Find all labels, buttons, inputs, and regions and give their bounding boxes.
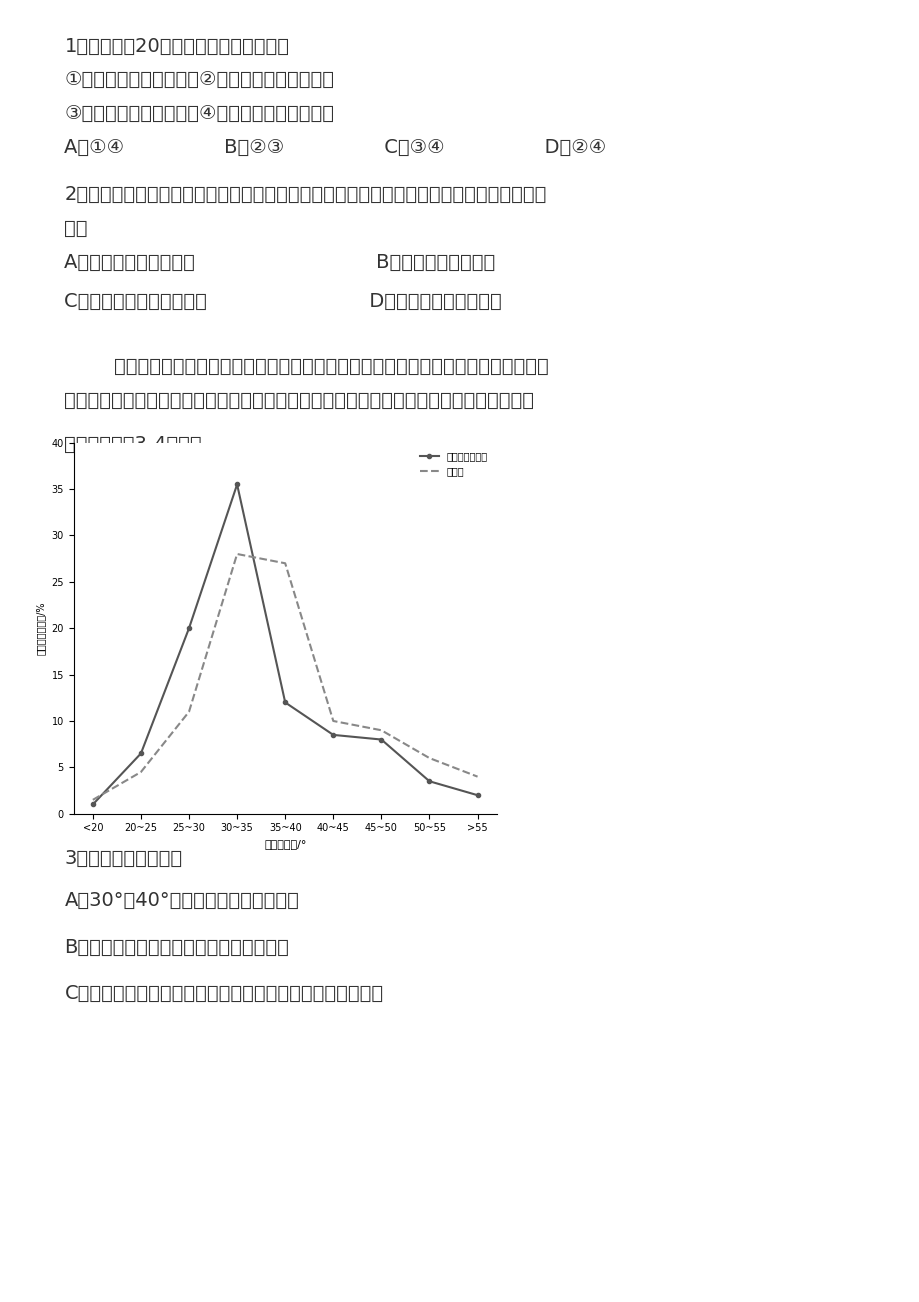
Text: ③沿途地区人员流动量大④降低沿途居民出行成本: ③沿途地区人员流动量大④降低沿途居民出行成本 [64, 104, 334, 124]
Text: A．30°－40°坡度范围内雪崩最易发生: A．30°－40°坡度范围内雪崩最易发生 [64, 891, 299, 910]
趋势线 [471, 768, 482, 784]
Text: 读图完成下面3-4小题。: 读图完成下面3-4小题。 [64, 435, 202, 454]
趋势线 [87, 792, 98, 807]
Text: 雪崩是指山坡积雪内聚力抵抗不了重力引力时快速下滑，引起大量雪体崩塌的现象。: 雪崩是指山坡积雪内聚力抵抗不了重力引力时快速下滑，引起大量雪体崩塌的现象。 [64, 357, 549, 376]
趋势线 [135, 764, 146, 780]
Text: 雪崩的严重性与多个因素有关，尤其重要的是坡度。下图为我国某地区雪崩与坡度关系图。: 雪崩的严重性与多个因素有关，尤其重要的是坡度。下图为我国某地区雪崩与坡度关系图。 [64, 391, 534, 410]
趋势线 [424, 750, 435, 766]
Line: 雪崩数目百分比: 雪崩数目百分比 [91, 482, 479, 806]
雪崩数目百分比 [471, 788, 482, 803]
Text: 3．从图像上可以看出: 3．从图像上可以看出 [64, 849, 182, 868]
趋势线 [183, 704, 194, 720]
Text: 2．小明常年往返于龙塘坝和攀枝花，发现沿途荒漠广布、植被稀少，造成这种景象的原因可: 2．小明常年往返于龙塘坝和攀枝花，发现沿途荒漠广布、植被稀少，造成这种景象的原因… [64, 185, 546, 204]
趋势线 [376, 723, 387, 738]
Text: 能是: 能是 [64, 219, 88, 238]
雪崩数目百分比 [232, 477, 243, 492]
雪崩数目百分比 [424, 773, 435, 789]
雪崩数目百分比 [376, 732, 387, 747]
Line: 趋势线: 趋势线 [93, 555, 477, 799]
趋势线 [279, 556, 290, 572]
趋势线 [327, 713, 338, 729]
Legend: 雪崩数目百分比, 趋势线: 雪崩数目百分比, 趋势线 [415, 448, 492, 480]
趋势线 [232, 547, 243, 562]
雪崩数目百分比 [87, 797, 98, 812]
雪崩数目百分比 [279, 695, 290, 711]
Text: A．受副热带高气压控制                             B．纬度低，蒸发旺盛: A．受副热带高气压控制 B．纬度低，蒸发旺盛 [64, 253, 495, 272]
雪崩数目百分比 [135, 746, 146, 762]
Text: C．坡度大，积雪不易积累，但积雪下滑动力足，易形成雪崩: C．坡度大，积雪不易积累，但积雪下滑动力足，易形成雪崩 [64, 984, 383, 1004]
X-axis label: 形成区坡度/°: 形成区坡度/° [264, 838, 306, 849]
Text: B．随着坡度的增大，雪崩发生的概率增大: B．随着坡度的增大，雪崩发生的概率增大 [64, 937, 289, 957]
Text: C．背风坡，下沉干热气流                          D．深居内陆，远离海洋: C．背风坡，下沉干热气流 D．深居内陆，远离海洋 [64, 292, 502, 311]
Y-axis label: 雪崩数目百分比/%: 雪崩数目百分比/% [36, 602, 46, 655]
雪崩数目百分比 [327, 727, 338, 742]
Text: A．①④                B．②③                C．③④                D．②④: A．①④ B．②③ C．③④ D．②④ [64, 138, 606, 158]
Text: 1．该列车从20世纪运行至今，其原因是: 1．该列车从20世纪运行至今，其原因是 [64, 36, 289, 56]
雪崩数目百分比 [183, 621, 194, 637]
Text: ①高铁建设问题难以克服②公路出行受天气影响大: ①高铁建设问题难以克服②公路出行受天气影响大 [64, 70, 334, 90]
